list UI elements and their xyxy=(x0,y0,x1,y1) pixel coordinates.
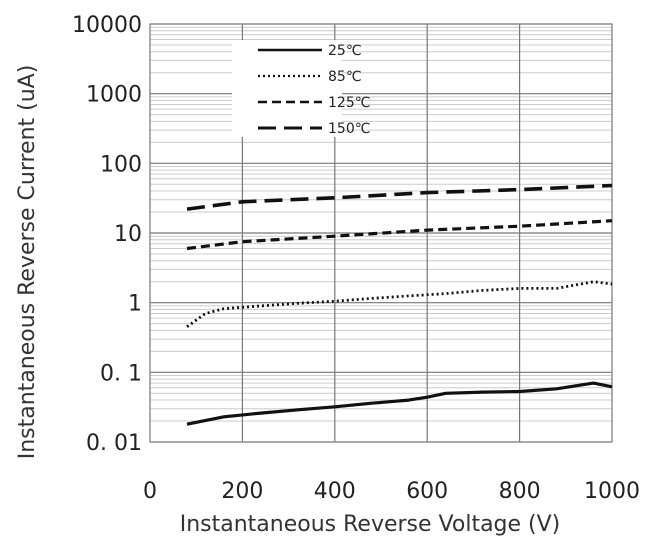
x-tick-label: 600 xyxy=(406,479,448,504)
minor-grid xyxy=(150,26,612,422)
legend-label: 125℃ xyxy=(328,95,370,111)
legend-label: 25℃ xyxy=(328,43,362,59)
legend: 25℃ 85℃ 125℃ 150℃ xyxy=(232,40,370,137)
y-tick-label: 1000 xyxy=(86,83,142,108)
y-tick-label: 10000 xyxy=(72,13,142,38)
series-line-0 xyxy=(186,381,613,426)
legend-label: 150℃ xyxy=(328,121,370,137)
y-axis-title: Instantaneous Reverse Current (uA) xyxy=(15,65,40,460)
y-tick-label: 1 xyxy=(128,292,142,317)
x-tick-label: 0 xyxy=(143,479,157,504)
y-tick-labels: 0. 01 0. 1 1 10 100 1000 10000 xyxy=(72,13,142,456)
y-tick-label: 0. 1 xyxy=(100,361,142,386)
plot-area-frame xyxy=(149,23,613,443)
series-line-2 xyxy=(186,219,613,251)
x-tick-labels: 0 200 400 600 800 1000 xyxy=(143,479,640,504)
y-tick-label: 10 xyxy=(114,222,142,247)
x-tick-label: 1000 xyxy=(584,479,640,504)
x-axis-title: Instantaneous Reverse Voltage (V) xyxy=(180,512,561,537)
legend-label: 85℃ xyxy=(328,69,362,85)
series-line-3 xyxy=(186,183,613,211)
y-tick-label: 100 xyxy=(100,152,142,177)
x-tick-label: 800 xyxy=(499,479,541,504)
x-tick-label: 400 xyxy=(314,479,356,504)
series-layer xyxy=(186,183,613,426)
legend-box xyxy=(232,40,342,137)
x-tick-label: 200 xyxy=(221,479,263,504)
y-tick-label: 0. 01 xyxy=(86,431,142,456)
